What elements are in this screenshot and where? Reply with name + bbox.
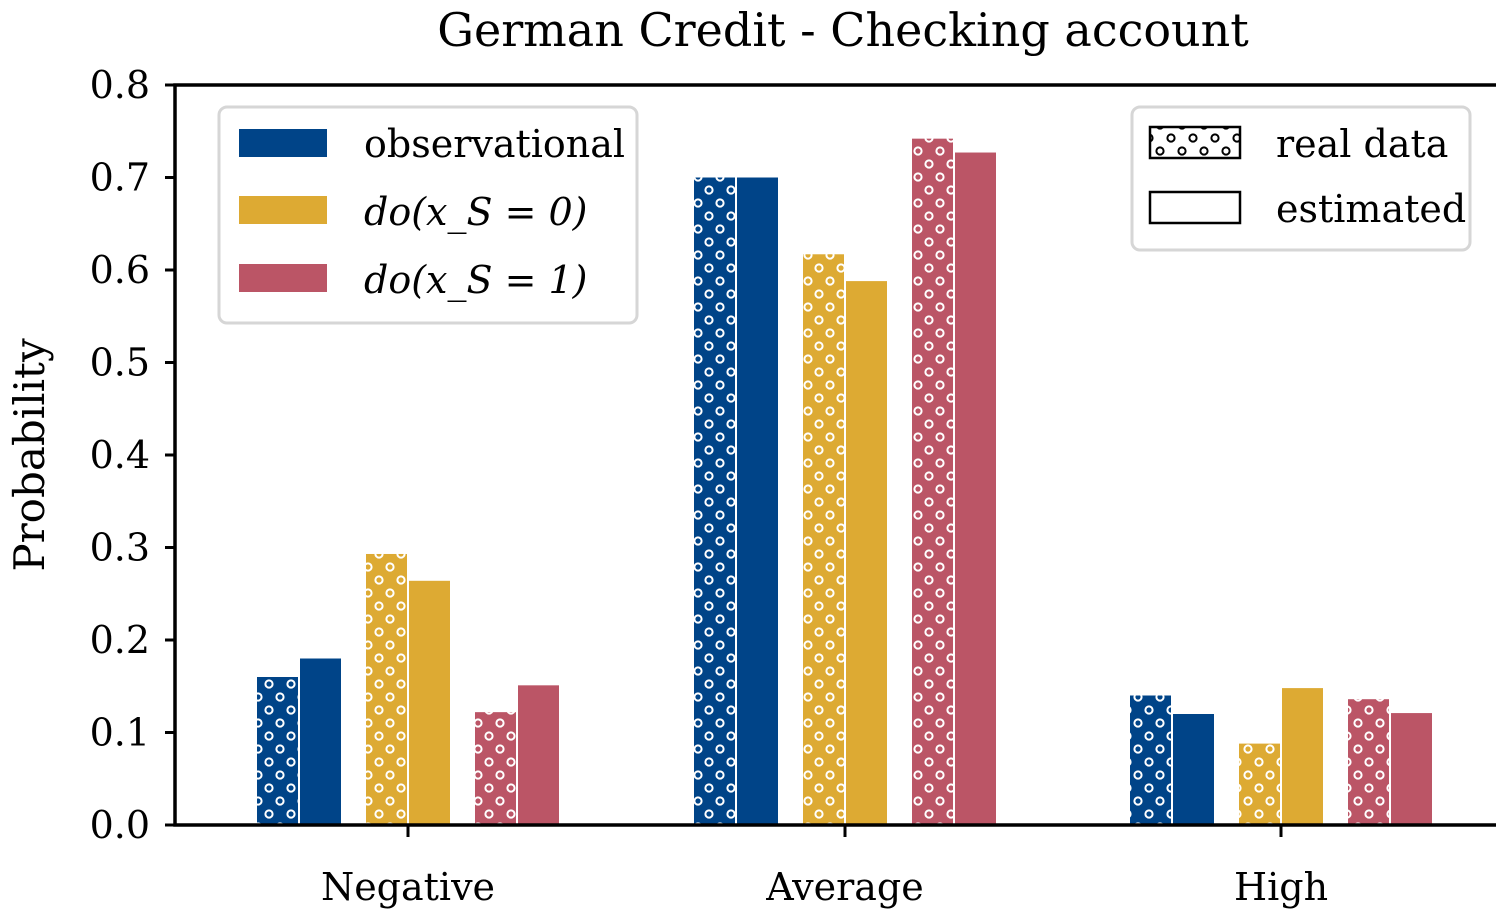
legend-swatch-observational (239, 129, 327, 157)
y-tick-label: 0.5 (90, 341, 150, 385)
legend-swatch-do-xs-1 (239, 264, 327, 292)
bar-real-high-series-1 (1239, 743, 1280, 825)
plot-frame (173, 83, 1496, 827)
x-tick-label-high: High (1234, 865, 1328, 909)
x-tick-label-average: Average (765, 865, 924, 909)
legend-label-estimated: estimated (1276, 187, 1466, 231)
bar-real-average-series-2 (912, 138, 953, 825)
bar-estimated-average-series-1 (846, 281, 887, 826)
legend-label-observational: observational (364, 122, 625, 166)
y-tick-label: 0.3 (90, 526, 150, 570)
chart-title: German Credit - Checking account (437, 3, 1249, 57)
y-tick-label: 0.2 (90, 618, 150, 662)
y-tick-label: 0.4 (90, 433, 150, 477)
bar-estimated-negative-series-1 (409, 580, 450, 825)
legend-label-real-data: real data (1276, 122, 1448, 166)
bar-estimated-high-series-2 (1391, 713, 1432, 825)
x-tick-label-negative: Negative (321, 865, 495, 909)
bar-estimated-high-series-1 (1282, 688, 1323, 825)
bars-group (257, 138, 1432, 826)
x-axis-ticks: Negative Average High (321, 825, 1328, 909)
bar-real-negative-series-0 (257, 677, 298, 825)
y-tick-label: 0.1 (90, 711, 150, 755)
legend-label-do-xs-1: do(x_S = 1) (364, 258, 588, 303)
y-axis-label: Probability (5, 338, 54, 572)
legend-label-do-xs-0: do(x_S = 0) (364, 190, 588, 235)
legend-swatch-real-data (1148, 125, 1242, 160)
y-tick-label: 0.8 (90, 63, 150, 107)
y-tick-label: 0.6 (90, 248, 150, 292)
bar-real-average-series-0 (694, 177, 735, 825)
bar-real-average-series-1 (803, 254, 844, 825)
bar-real-negative-series-2 (475, 712, 516, 825)
bar-estimated-average-series-0 (737, 177, 778, 825)
legend-swatch-do-xs-0 (239, 196, 327, 224)
bar-real-high-series-2 (1348, 699, 1389, 825)
bar-estimated-negative-series-2 (518, 685, 559, 825)
y-tick-label: 0.7 (90, 156, 150, 200)
bar-estimated-negative-series-0 (300, 658, 341, 825)
y-axis-ticks: 0.0 0.1 0.2 0.3 0.4 0.5 0.6 0.7 0.8 (90, 63, 175, 847)
legend-swatch-estimated (1148, 190, 1242, 225)
y-tick-label: 0.0 (90, 803, 150, 847)
bar-real-high-series-0 (1130, 695, 1171, 825)
bar-estimated-high-series-0 (1173, 714, 1214, 825)
legend-hatch: real data estimated (1130, 105, 1472, 252)
legend-series: observational do(x_S = 0) do(x_S = 1) (217, 105, 639, 325)
bar-estimated-average-series-2 (955, 152, 996, 825)
bar-real-negative-series-1 (366, 553, 407, 825)
